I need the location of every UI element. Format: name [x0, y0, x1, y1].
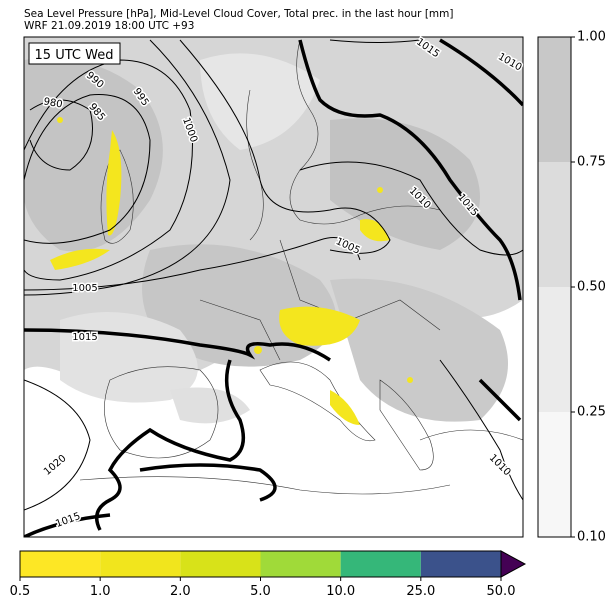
contour-label: 1015: [72, 332, 97, 343]
map-frame: [23, 36, 524, 538]
colorbar-segment: [538, 37, 571, 162]
colorbar-segment: [538, 412, 571, 537]
tick-label: 10.0: [326, 584, 355, 599]
colorbar-segment: [260, 551, 341, 577]
colorbar-segment: [340, 551, 421, 577]
tick-label: 0.75: [577, 155, 606, 170]
map: [24, 37, 523, 537]
contour-label: 1005: [72, 283, 97, 294]
colorbar-segment: [20, 551, 101, 577]
tick-label: 1.00: [577, 30, 606, 45]
tick-label: 50.0: [487, 584, 516, 599]
isobars-bold: [24, 38, 523, 537]
precipitation: [50, 117, 413, 425]
colorbar-segment: [420, 551, 501, 577]
tick-label: 0.5: [10, 584, 31, 599]
subtitle-line: WRF 21.09.2019 18:00 UTC +93: [24, 20, 194, 32]
colorbar-extend: [500, 550, 527, 578]
colorbar-segment: [180, 551, 261, 577]
time-label-box: [28, 42, 121, 65]
tick-label: 0.25: [577, 405, 606, 420]
contour-label: 980: [43, 96, 64, 110]
tick-label: 0.10: [577, 530, 606, 545]
tick-label: 0.50: [577, 280, 606, 295]
colorbar-segment: [538, 287, 571, 412]
isobars: [24, 39, 523, 511]
colorbar-segment: [100, 551, 181, 577]
coastline: [79, 39, 523, 495]
colorbar-segment: [538, 162, 571, 287]
tick-label: 5.0: [250, 584, 271, 599]
tick-label: 25.0: [406, 584, 435, 599]
tick-label: 2.0: [170, 584, 191, 599]
time-label: 15 UTC Wed: [35, 48, 114, 63]
tick-label: 1.0: [90, 584, 111, 599]
title-line: Sea Level Pressure [hPa], Mid-Level Clou…: [24, 8, 454, 20]
